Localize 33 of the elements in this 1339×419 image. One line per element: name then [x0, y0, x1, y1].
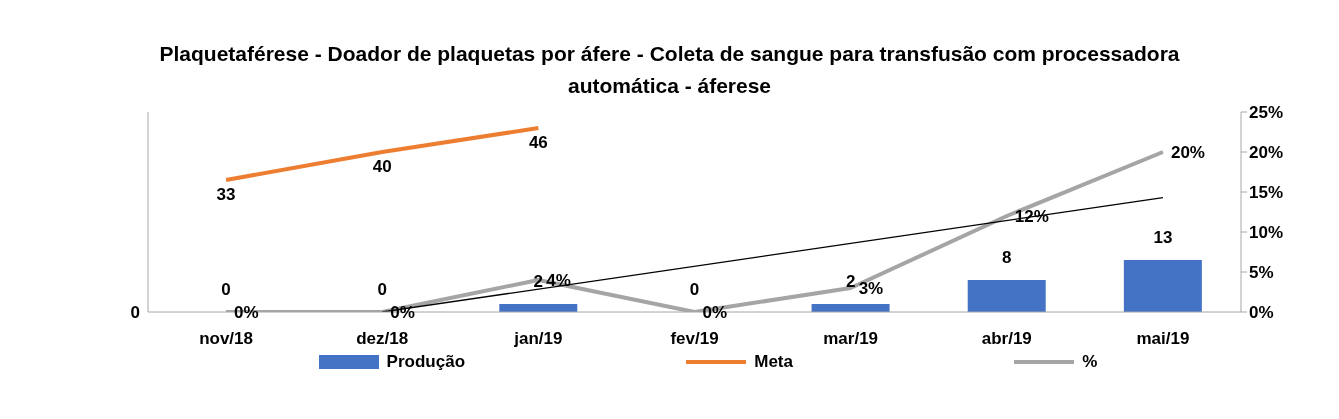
data-label: 0% [234, 303, 259, 323]
chart-title: Plaquetaférese - Doador de plaquetas por áfere - Coleta de sangue para transfusão com processadora automática - áferese [158, 41, 1181, 99]
y2-tick-label: 25% [1249, 103, 1284, 123]
y2-tick-label: 0% [1249, 303, 1274, 323]
x-tick-label: dez/18 [356, 329, 409, 349]
x-tick-label: mar/19 [823, 329, 879, 349]
data-label: 4% [546, 271, 571, 291]
data-label: 2 [845, 272, 856, 292]
data-label: 20% [1170, 143, 1205, 163]
legend-label: % [1082, 352, 1098, 372]
x-tick-label: mai/19 [1136, 329, 1190, 349]
text: 0 [130, 303, 140, 323]
data-label: 0 [377, 280, 387, 300]
data-label: 2 [533, 272, 544, 292]
data-label: 8 [1002, 248, 1012, 268]
x-tick-label: fev/19 [670, 329, 719, 349]
data-label: 3% [858, 279, 884, 299]
data-label: 46 [528, 133, 548, 153]
x-tick-label: nov/18 [199, 329, 253, 349]
y2-tick-label: 20% [1249, 143, 1284, 163]
legend-label: Meta [754, 352, 793, 372]
y2-tick-label: 5% [1249, 263, 1274, 283]
legend-label: Produção [386, 352, 466, 372]
data-label: 33 [216, 185, 236, 205]
data-label: 13 [1153, 228, 1173, 248]
x-tick-label: abr/19 [981, 329, 1032, 349]
data-label: 0 [689, 280, 700, 300]
y2-tick-label: 10% [1249, 223, 1284, 243]
data-label: 0 [221, 280, 231, 300]
y2-tick-label: 15% [1249, 183, 1284, 203]
data-label: 40 [372, 157, 392, 177]
x-tick-label: jan/19 [513, 329, 563, 349]
data-label: 0% [702, 303, 728, 323]
